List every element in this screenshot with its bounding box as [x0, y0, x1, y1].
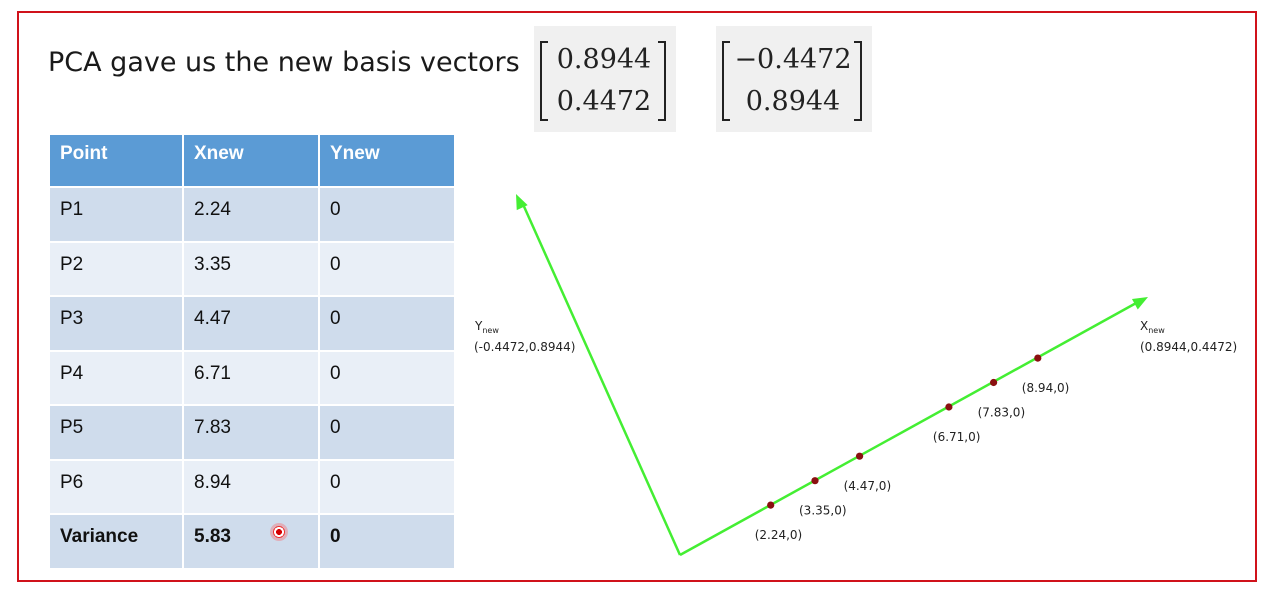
cell-ynew: 0 [318, 240, 456, 297]
cell-ynew: 0 [318, 404, 456, 461]
pointer-cursor-icon [270, 523, 288, 541]
table-row: P1 2.24 0 [48, 186, 456, 243]
point-label: (2.24,0) [755, 528, 803, 542]
y-new-axis [520, 201, 682, 556]
cell-xnew: 2.24 [182, 186, 320, 243]
cell-point: P3 [48, 295, 184, 352]
y-axis-vector: (-0.4472,0.8944) [474, 340, 575, 354]
cell-xnew: 3.35 [182, 240, 320, 297]
y-axis-subscript: new [482, 326, 499, 335]
cell-xnew: 7.83 [182, 404, 320, 461]
projection-table: Point Xnew Ynew P1 2.24 0 P2 3.35 0 P3 4… [48, 133, 456, 570]
projected-point [767, 501, 775, 509]
point-label: (7.83,0) [978, 406, 1026, 420]
vector-component: 0.8944 [745, 86, 841, 117]
cell-ynew: 0 [318, 186, 456, 243]
slide-frame [17, 11, 1257, 582]
table-row: P2 3.35 0 [48, 240, 456, 297]
x-axis-symbol: X [1140, 319, 1148, 333]
header-xnew: Xnew [182, 133, 320, 188]
point-label: (8.94,0) [1022, 381, 1070, 395]
cell-ynew: 0 [318, 458, 456, 515]
svg-text:Xnew: Xnew [1140, 319, 1165, 335]
cell-point: P2 [48, 240, 184, 297]
cell-variance-ynew: 0 [318, 513, 456, 570]
table-row: P3 4.47 0 [48, 295, 456, 352]
cell-point: P5 [48, 404, 184, 461]
slide-title: PCA gave us the new basis vectors [48, 47, 520, 78]
cell-xnew: 4.47 [182, 295, 320, 352]
projected-point [1034, 354, 1042, 362]
bracket-right [854, 41, 862, 121]
projected-points: (2.24,0) (3.35,0) (4.47,0) (6.71,0) (7.83,0)… [755, 354, 1070, 542]
basis-vector-1: 0.8944 0.4472 [534, 26, 676, 132]
projected-point [945, 403, 953, 411]
variance-row: Variance 5.83 0 [48, 513, 456, 570]
cell-point: P4 [48, 349, 184, 406]
cell-xnew: 8.94 [182, 458, 320, 515]
y-axis-symbol: Y [474, 319, 483, 333]
projected-point [856, 452, 864, 460]
bracket-left [722, 41, 730, 121]
projected-point [811, 477, 819, 485]
cell-variance-label: Variance [48, 513, 184, 570]
cell-xnew: 6.71 [182, 349, 320, 406]
vector-component: −0.4472 [734, 44, 852, 75]
y-new-axis-label: Ynew (-0.4472,0.8944) [474, 319, 575, 354]
svg-text:Ynew: Ynew [474, 319, 499, 335]
y-new-arrowhead [516, 194, 528, 211]
x-axis-vector: (0.8944,0.4472) [1140, 340, 1237, 354]
x-new-arrowhead [1131, 297, 1148, 310]
x-new-axis [679, 300, 1139, 557]
projected-point [990, 378, 998, 387]
cell-point: P6 [48, 458, 184, 515]
vector-component: 0.4472 [556, 86, 652, 117]
point-label: (6.71,0) [933, 430, 981, 444]
table-row: P6 8.94 0 [48, 458, 456, 515]
basis-vector-2: −0.4472 0.8944 [716, 26, 872, 132]
vector-component: 0.8944 [556, 44, 652, 75]
cell-point: P1 [48, 186, 184, 243]
header-point: Point [48, 133, 184, 188]
table-row: P5 7.83 0 [48, 404, 456, 461]
x-axis-subscript: new [1148, 326, 1165, 335]
point-label: (4.47,0) [844, 479, 892, 493]
cell-ynew: 0 [318, 295, 456, 352]
point-label: (3.35,0) [799, 504, 847, 518]
x-new-axis-label: Xnew (0.8944,0.4472) [1140, 319, 1237, 354]
table-row: P4 6.71 0 [48, 349, 456, 406]
cell-variance-xnew: 5.83 [182, 513, 320, 570]
cell-ynew: 0 [318, 349, 456, 406]
bracket-left [540, 41, 548, 121]
header-ynew: Ynew [318, 133, 456, 188]
bracket-right [658, 41, 666, 121]
table-header-row: Point Xnew Ynew [48, 133, 456, 188]
